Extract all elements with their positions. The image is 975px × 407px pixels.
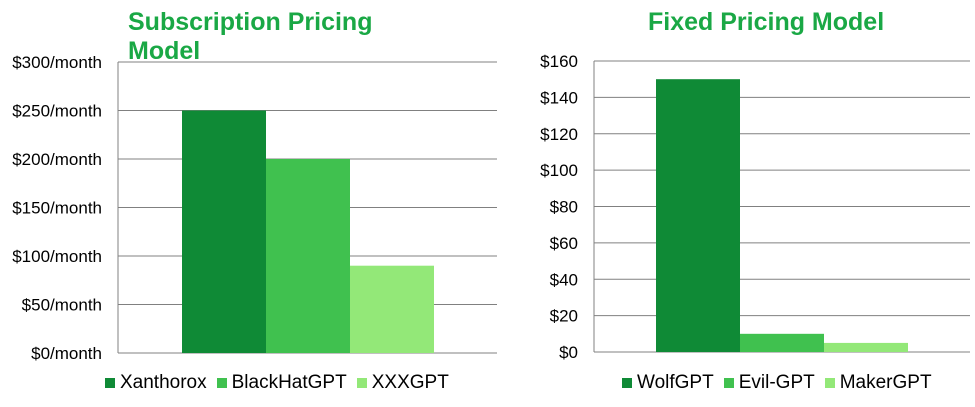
legend-item: XXXGPT xyxy=(356,372,449,394)
y-tick-label: $200/month xyxy=(12,150,102,169)
y-tick-label: $160 xyxy=(540,52,578,71)
legend-swatch xyxy=(824,378,835,388)
legend-label: Xanthorox xyxy=(120,372,207,393)
y-tick-label: $40 xyxy=(550,270,578,289)
bar-xxxgpt xyxy=(350,265,434,353)
legend-label: BlackHatGPT xyxy=(231,372,347,393)
legend-item: WolfGPT xyxy=(622,372,714,394)
legend-swatch xyxy=(105,378,115,388)
y-tick-label: $100 xyxy=(540,161,578,180)
y-tick-label: $100/month xyxy=(12,247,102,266)
legend-label: WolfGPT xyxy=(637,372,714,393)
subscription-plot-area: $0/month $50/month $100/month $150/month $20… xyxy=(12,53,497,363)
y-tick-label: $20 xyxy=(550,307,578,326)
y-tick-label: $150/month xyxy=(12,199,102,218)
legend-label: Evil-GPT xyxy=(738,372,815,393)
legend-item: Evil-GPT xyxy=(723,372,815,394)
bar-wolfgpt xyxy=(656,79,740,352)
legend: WolfGPT Evil-GPT MakerGPT xyxy=(622,372,942,394)
legend: Xanthorox BlackHatGPT XXXGPT xyxy=(105,372,459,394)
y-tick-label: $0/month xyxy=(31,344,102,363)
fixed-plot-area: $0 $20 $40 $60 $80 $100 $120 $140 $160 xyxy=(540,52,970,362)
legend-swatch xyxy=(622,378,632,388)
bar-evil-gpt xyxy=(740,333,824,352)
legend-label: MakerGPT xyxy=(839,372,932,393)
chart-title: Fixed Pricing Model xyxy=(648,8,885,36)
y-tick-label: $60 xyxy=(550,234,578,253)
legend-item: BlackHatGPT xyxy=(216,372,347,394)
legend-label: XXXGPT xyxy=(371,372,449,393)
y-tick-label: $50/month xyxy=(22,296,102,315)
y-tick-label: $300/month xyxy=(12,53,102,72)
chart-title: Subscription Pricing Model xyxy=(128,8,373,65)
bar-makergpt xyxy=(824,342,908,352)
legend-swatch xyxy=(723,378,734,388)
legend-swatch xyxy=(356,378,367,388)
legend-item: MakerGPT xyxy=(824,372,932,394)
bar-xanthorox xyxy=(182,110,266,353)
y-tick-label: $0 xyxy=(559,343,578,362)
y-tick-label: $250/month xyxy=(12,102,102,121)
subscription-pricing-chart: Subscription Pricing Model $0/month $50/m… xyxy=(12,8,497,394)
fixed-pricing-chart: Fixed Pricing Model $0 $20 $40 $60 $80 $100 $1… xyxy=(510,0,975,407)
legend-item: Xanthorox xyxy=(105,372,207,394)
y-tick-label: $140 xyxy=(540,88,578,107)
y-tick-label: $120 xyxy=(540,125,578,144)
legend-swatch xyxy=(216,378,227,388)
y-tick-label: $80 xyxy=(550,198,578,217)
bar-blackhatgpt xyxy=(266,159,350,353)
